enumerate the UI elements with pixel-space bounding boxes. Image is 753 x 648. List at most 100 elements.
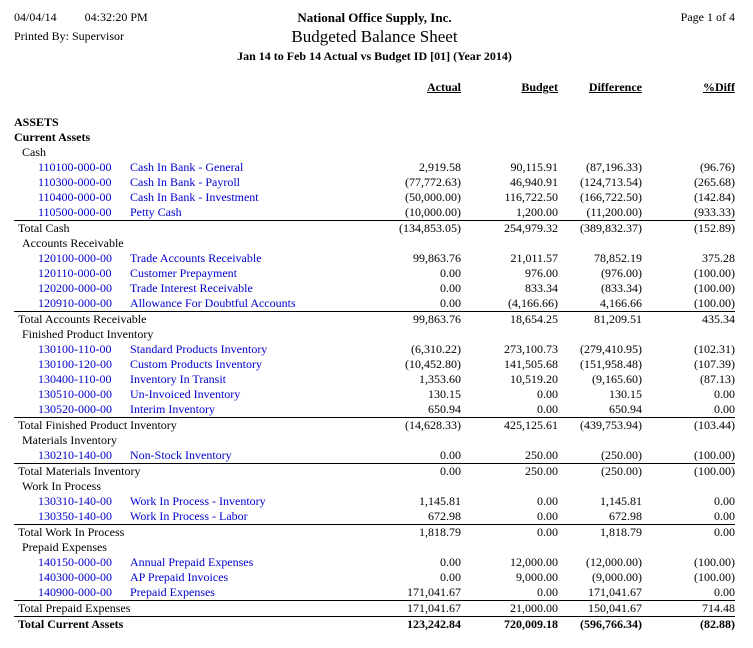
account-number[interactable]: 130100-120-00 xyxy=(38,357,112,371)
row-indent xyxy=(14,160,38,175)
account-number[interactable]: 130520-000-00 xyxy=(38,402,112,416)
account-name[interactable]: AP Prepaid Invoices xyxy=(130,570,229,584)
total-row: Total Finished Product Inventory (14,628.… xyxy=(14,417,735,433)
account-number[interactable]: 120910-000-00 xyxy=(38,296,112,310)
account-number[interactable]: 120200-000-00 xyxy=(38,281,112,295)
amount-budget: 46,940.91 xyxy=(510,175,558,189)
amount-budget: 425,125.61 xyxy=(461,417,558,433)
group-label: Materials Inventory xyxy=(22,433,117,447)
account-name[interactable]: Work In Process - Inventory xyxy=(130,494,266,508)
amount-actual: 0.00 xyxy=(440,266,461,280)
row-indent xyxy=(14,175,38,190)
account-number[interactable]: 140150-000-00 xyxy=(38,555,112,569)
account-name[interactable]: Cash In Bank - Payroll xyxy=(130,175,240,189)
column-header-difference: Difference xyxy=(558,80,642,115)
account-name[interactable]: Prepaid Expenses xyxy=(130,585,215,599)
group-row: Materials Inventory xyxy=(14,433,735,448)
detail-row: 130210-140-00 Non-Stock Inventory 0.00 250.… xyxy=(14,448,735,464)
detail-row: 130400-110-00 Inventory In Transit 1,353.6… xyxy=(14,372,735,387)
row-indent xyxy=(14,296,38,312)
account-name[interactable]: Trade Accounts Receivable xyxy=(130,251,262,265)
detail-row: 130310-140-00 Work In Process - Inventory… xyxy=(14,494,735,509)
account-name[interactable]: Interim Inventory xyxy=(130,402,215,416)
account-number[interactable]: 130210-140-00 xyxy=(38,448,112,462)
balance-sheet-table: Actual Budget Difference %Diff ASSETS Cur… xyxy=(14,80,735,632)
account-number[interactable]: 110300-000-00 xyxy=(38,175,112,189)
detail-row: 130100-110-00 Standard Products Inventory… xyxy=(14,342,735,357)
header-center-block: National Office Supply, Inc. Budgeted Ba… xyxy=(192,10,557,64)
detail-row: 120100-000-00 Trade Accounts Receivable 99… xyxy=(14,251,735,266)
printed-by: Printed By: Supervisor xyxy=(14,29,124,43)
detail-row: 110400-000-00 Cash In Bank - Investment (5… xyxy=(14,190,735,205)
account-number[interactable]: 130510-000-00 xyxy=(38,387,112,401)
account-name[interactable]: Cash In Bank - Investment xyxy=(130,190,259,204)
account-name[interactable]: Allowance For Doubtful Accounts xyxy=(130,296,296,310)
amount-actual: 0.00 xyxy=(440,448,461,462)
account-number[interactable]: 110100-000-00 xyxy=(38,160,112,174)
group-label: Prepaid Expenses xyxy=(22,540,107,554)
account-name[interactable]: Cash In Bank - General xyxy=(130,160,244,174)
amount-budget: 0.00 xyxy=(537,402,558,416)
account-number[interactable]: 130100-110-00 xyxy=(38,342,112,356)
amount-actual: 0.00 xyxy=(440,555,461,569)
amount-actual: 0.00 xyxy=(440,570,461,584)
total-label: Total Cash xyxy=(14,220,362,236)
amount-difference: 650.94 xyxy=(609,402,642,416)
row-indent xyxy=(14,585,38,601)
account-name[interactable]: Inventory In Transit xyxy=(130,372,226,386)
account-number[interactable]: 120100-000-00 xyxy=(38,251,112,265)
account-name[interactable]: Annual Prepaid Expenses xyxy=(130,555,254,569)
amount-pctdiff: (152.89) xyxy=(642,220,735,236)
account-name[interactable]: Un-Invoiced Inventory xyxy=(130,387,241,401)
detail-row: 110500-000-00 Petty Cash (10,000.00) 1,200.… xyxy=(14,205,735,221)
amount-pctdiff: (103.44) xyxy=(642,417,735,433)
section-label: Current Assets xyxy=(14,130,91,144)
print-date: 04/04/14 xyxy=(14,10,57,24)
account-number[interactable]: 130310-140-00 xyxy=(38,494,112,508)
account-name[interactable]: Standard Products Inventory xyxy=(130,342,268,356)
detail-row: 130100-120-00 Custom Products Inventory (1… xyxy=(14,357,735,372)
amount-actual: (134,853.05) xyxy=(362,220,461,236)
row-indent xyxy=(14,494,38,509)
account-number[interactable]: 140900-000-00 xyxy=(38,585,112,599)
account-number[interactable]: 130350-140-00 xyxy=(38,509,112,523)
amount-actual: 123,242.84 xyxy=(362,616,461,632)
detail-row: 130350-140-00 Work In Process - Labor 672.… xyxy=(14,509,735,525)
detail-row: 140150-000-00 Annual Prepaid Expenses 0.00… xyxy=(14,555,735,570)
amount-difference: 130.15 xyxy=(609,387,642,401)
amount-pctdiff: 0.00 xyxy=(714,387,735,401)
account-name[interactable]: Customer Prepayment xyxy=(130,266,237,280)
amount-budget: 1,200.00 xyxy=(516,205,558,219)
column-header-spacer xyxy=(14,80,38,115)
detail-row: 140300-000-00 AP Prepaid Invoices 0.00 9,00… xyxy=(14,570,735,585)
amount-pctdiff: (82.88) xyxy=(642,616,735,632)
amount-difference: (976.00) xyxy=(601,266,642,280)
amount-budget: 9,000.00 xyxy=(516,570,558,584)
amount-budget: 833.34 xyxy=(525,281,558,295)
account-name[interactable]: Custom Products Inventory xyxy=(130,357,262,371)
amount-difference: 1,818.79 xyxy=(558,524,642,540)
account-number[interactable]: 110500-000-00 xyxy=(38,205,112,219)
amount-budget: 90,115.91 xyxy=(510,160,558,174)
total-row: Total Accounts Receivable 99,863.76 18,654… xyxy=(14,311,735,327)
account-number[interactable]: 140300-000-00 xyxy=(38,570,112,584)
account-name[interactable]: Non-Stock Inventory xyxy=(130,448,232,462)
amount-pctdiff: (142.84) xyxy=(694,190,735,204)
amount-actual: 130.15 xyxy=(428,387,461,401)
report-rows: ASSETS Current Assets Cash 110100-000-00 Cas… xyxy=(14,115,735,632)
company-name: National Office Supply, Inc. xyxy=(297,10,452,25)
amount-pctdiff: (107.39) xyxy=(694,357,735,371)
account-number[interactable]: 130400-110-00 xyxy=(38,372,112,386)
amount-pctdiff: 0.00 xyxy=(714,402,735,416)
column-header-difference-label: Difference xyxy=(588,80,642,94)
amount-pctdiff: (933.33) xyxy=(694,205,735,219)
account-name[interactable]: Petty Cash xyxy=(130,205,182,219)
amount-pctdiff: 0.00 xyxy=(642,524,735,540)
print-datetime: 04/04/14 04:32:20 PM xyxy=(14,10,192,25)
account-name[interactable]: Trade Interest Receivable xyxy=(130,281,253,295)
account-number[interactable]: 120110-000-00 xyxy=(38,266,112,280)
account-number[interactable]: 110400-000-00 xyxy=(38,190,112,204)
amount-pctdiff: 714.48 xyxy=(642,600,735,617)
amount-actual: 672.98 xyxy=(428,509,461,523)
account-name[interactable]: Work In Process - Labor xyxy=(130,509,248,523)
